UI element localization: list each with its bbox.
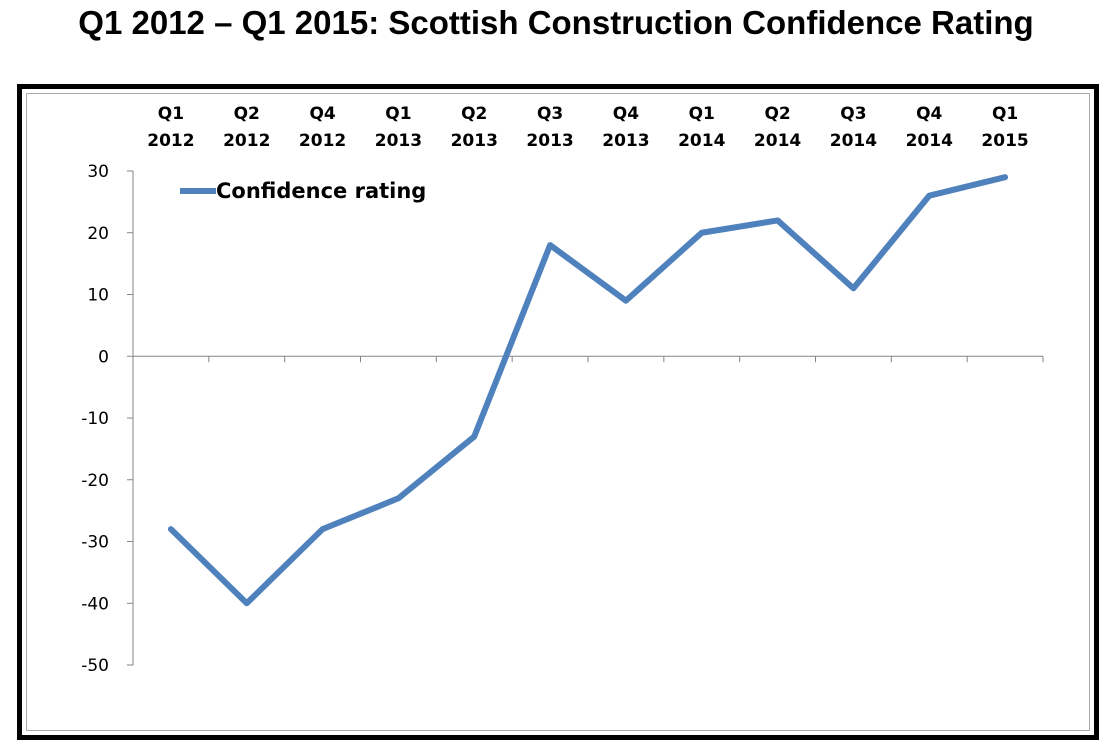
- x-category-label-quarter: Q4: [613, 104, 639, 124]
- x-category-label-quarter: Q1: [992, 104, 1018, 124]
- x-category-label-quarter: Q1: [689, 104, 715, 124]
- y-tick-label: -30: [81, 533, 109, 553]
- x-category-label-year: 2013: [526, 131, 573, 151]
- x-category-label-quarter: Q4: [309, 104, 335, 124]
- x-category-label-quarter: Q2: [764, 104, 790, 124]
- y-tick-label: 0: [98, 347, 109, 367]
- x-category-label-quarter: Q2: [461, 104, 487, 124]
- x-category-label-quarter: Q1: [158, 104, 184, 124]
- x-category-label-year: 2015: [981, 131, 1028, 151]
- x-category-label-year: 2014: [830, 131, 877, 151]
- y-tick-label: -50: [81, 656, 109, 676]
- chart-title: Q1 2012 – Q1 2015: Scottish Construction…: [78, 4, 1034, 41]
- x-category-label-year: 2014: [678, 131, 725, 151]
- x-category-label-quarter: Q3: [537, 104, 563, 124]
- series-line: [167, 174, 1009, 607]
- y-tick-label: 30: [87, 162, 109, 182]
- x-category-label-year: 2014: [754, 131, 801, 151]
- x-category-label-year: 2012: [223, 131, 270, 151]
- x-category-label-year: 2014: [906, 131, 953, 151]
- x-category-label-quarter: Q4: [916, 104, 942, 124]
- y-tick-label: -10: [81, 409, 109, 429]
- x-category-label-year: 2012: [147, 131, 194, 151]
- x-category-label-quarter: Q3: [840, 104, 866, 124]
- y-tick-label: 10: [87, 286, 109, 306]
- chart-inner-border: [26, 93, 1090, 731]
- x-category-label-quarter: Q1: [385, 104, 411, 124]
- x-category-label-year: 2013: [602, 131, 649, 151]
- y-tick-label: 20: [87, 224, 109, 244]
- x-category-label-quarter: Q2: [234, 104, 260, 124]
- y-tick-label: -20: [81, 471, 109, 491]
- y-tick-label: -40: [81, 594, 109, 614]
- x-category-label-year: 2013: [451, 131, 498, 151]
- legend-label: Confidence rating: [216, 179, 426, 203]
- x-category-label-year: 2012: [299, 131, 346, 151]
- x-category-label-year: 2013: [375, 131, 422, 151]
